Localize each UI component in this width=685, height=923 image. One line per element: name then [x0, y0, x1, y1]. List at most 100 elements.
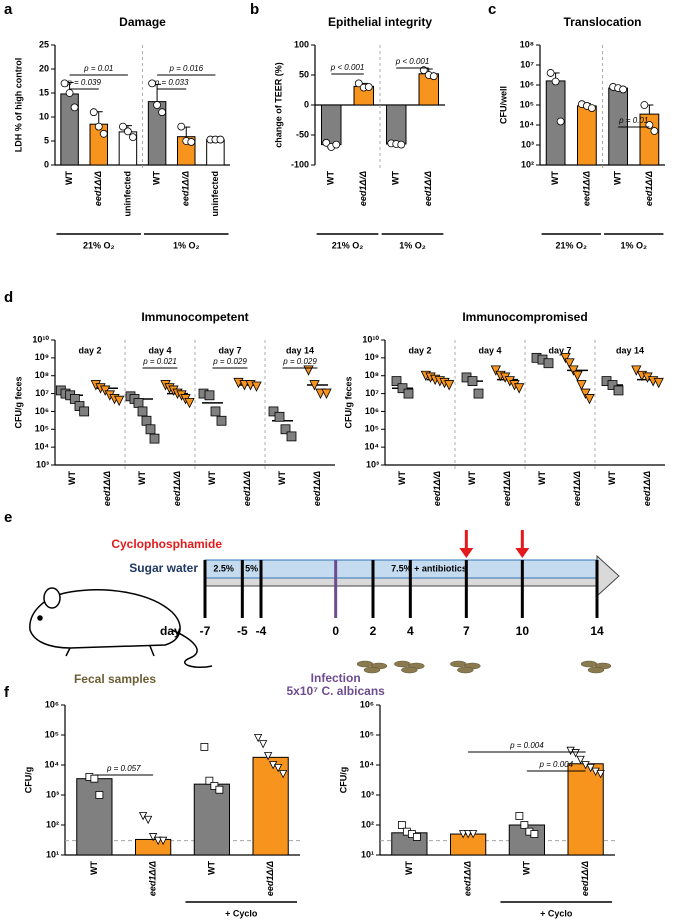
data-point [215, 785, 224, 794]
bar [76, 778, 113, 856]
data-point [640, 101, 649, 109]
data-point [263, 752, 273, 761]
data-point [467, 376, 478, 386]
p-value: p = 0.039 [66, 78, 101, 87]
x-tick-label: WT [613, 171, 623, 185]
day-tick-label: -7 [200, 624, 211, 638]
data-point [546, 69, 555, 77]
y-tick-label: 10⁵ [45, 729, 59, 739]
data-point [397, 383, 408, 394]
data-point [458, 830, 468, 839]
sugar-water-label: Sugar water [129, 561, 198, 575]
fecal-pellet [450, 660, 467, 668]
data-point [99, 129, 108, 138]
data-point [79, 406, 90, 417]
data-point [184, 398, 195, 409]
data-point [473, 388, 484, 399]
data-point [153, 836, 163, 846]
y-tick-label: 50 [299, 69, 309, 79]
x-tick-label: eed1Δ/Δ [581, 171, 591, 206]
data-point [572, 370, 583, 382]
x-tick-label: WT [537, 471, 547, 485]
phase-label: 5% [245, 563, 258, 573]
data-point [397, 140, 406, 149]
group-label: 1% O₂ [399, 240, 426, 250]
day-tick-label: -4 [256, 624, 267, 638]
y-tick-label: 10⁶ [520, 79, 534, 89]
y-tick-label: 10² [361, 819, 374, 829]
y-tick-label: 10⁴ [520, 119, 534, 129]
fecal-pellet [356, 660, 374, 668]
data-point [153, 101, 161, 109]
y-axis-label: CFU/g feces [343, 376, 353, 428]
chart-title: Immunocompromised [462, 310, 587, 324]
y-tick-label: 10⁷ [520, 59, 534, 69]
x-tick-label: WT [391, 171, 401, 185]
x-tick-label: eed1Δ/Δ [644, 171, 654, 206]
data-point [568, 365, 579, 376]
day-label: day 2 [408, 345, 431, 355]
y-tick-label: 20 [39, 63, 49, 73]
y-tick-label: -100 [291, 159, 309, 169]
x-tick-label: WT [277, 471, 287, 485]
y-tick-label: 10⁸ [365, 370, 379, 380]
data-point [200, 743, 209, 751]
data-point [514, 383, 525, 394]
y-tick-label: 0 [304, 99, 309, 109]
inoculum-label: 5x10⁷ C. albicans [286, 684, 385, 698]
data-point [587, 104, 596, 112]
day-label: day 7 [548, 345, 571, 355]
day-tick-label: 14 [590, 624, 604, 638]
cyclo-arrowhead [459, 548, 474, 558]
y-tick-label: 10⁴ [45, 759, 59, 769]
data-point [273, 764, 283, 773]
x-tick-label: eed1Δ/Δ [642, 471, 652, 506]
y-tick-label: 10² [46, 819, 59, 829]
y-tick-label: 10⁸ [520, 39, 534, 49]
y-tick-label: 10⁹ [365, 352, 379, 362]
x-tick-label: eed1Δ/Δ [423, 171, 433, 206]
x-tick-label: eed1Δ/Δ [265, 861, 275, 896]
day-tick-label: 10 [516, 624, 530, 638]
data-point [145, 424, 156, 435]
data-point [258, 740, 268, 749]
data-point [274, 411, 285, 422]
y-tick-label: 10⁶ [360, 699, 374, 709]
y-axis-label: LDH % of high control [13, 58, 23, 153]
x-tick-label: WT [607, 471, 617, 485]
group-label: 1% O₂ [173, 240, 200, 250]
day-tick-label: -5 [237, 624, 248, 638]
data-point [60, 79, 69, 88]
day-label: day 14 [616, 345, 644, 355]
data-point [268, 406, 279, 417]
y-tick-label: 15 [39, 87, 49, 97]
bar [135, 838, 172, 856]
x-tick-label: eed1Δ/Δ [242, 471, 252, 506]
data-point [530, 830, 539, 838]
x-tick-label: WT [521, 861, 531, 875]
x-tick-label: eed1Δ/Δ [358, 171, 368, 206]
y-tick-label: 10⁴ [360, 759, 374, 769]
data-point [187, 138, 196, 146]
data-point [619, 85, 628, 94]
data-point [596, 770, 605, 779]
y-tick-label: 10⁶ [365, 406, 379, 416]
y-tick-label: 10² [521, 159, 534, 169]
data-point [613, 385, 624, 396]
data-point [65, 89, 74, 97]
x-tick-label: uninfected [122, 171, 132, 217]
x-tick-label: eed1Δ/Δ [502, 471, 512, 506]
bar [577, 105, 597, 166]
data-point [205, 776, 214, 785]
chart-title: Translocation [563, 15, 641, 29]
fecal-pellet [457, 666, 474, 674]
data-point [429, 72, 438, 81]
data-point [149, 433, 160, 444]
data-point [653, 377, 664, 389]
data-point [158, 836, 168, 846]
p-value: p = 0.016 [168, 64, 203, 73]
y-tick-label: 10¹⁰ [32, 334, 49, 344]
y-axis-label: CFU/g [23, 767, 33, 794]
x-tick-label: WT [404, 861, 414, 875]
